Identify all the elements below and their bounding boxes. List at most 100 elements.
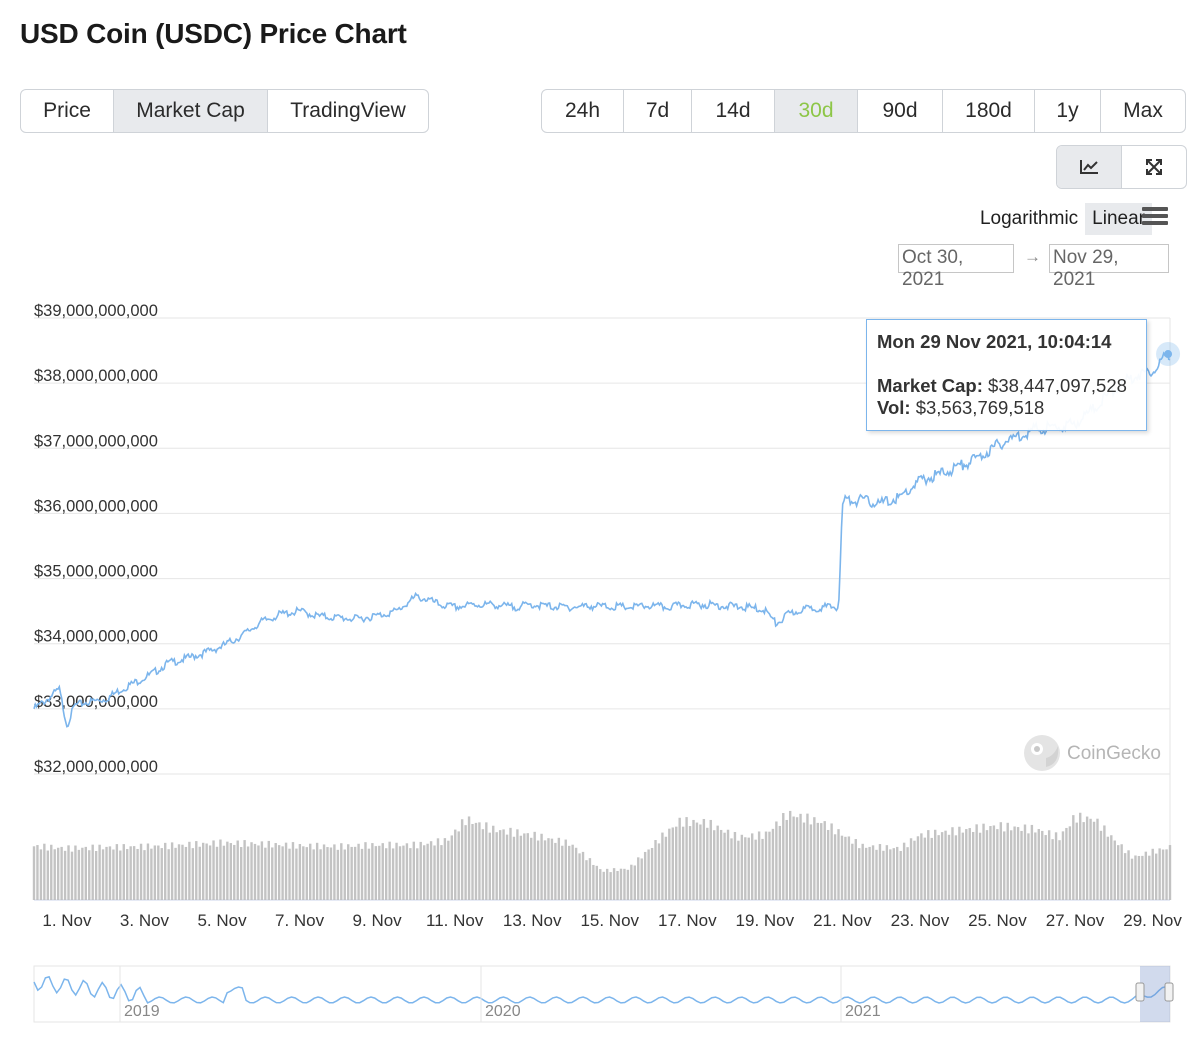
- volume-bar: [706, 827, 709, 900]
- watermark-text: CoinGecko: [1067, 743, 1161, 764]
- volume-bar: [481, 829, 485, 900]
- volume-bar: [1041, 830, 1044, 900]
- volume-bar: [930, 837, 933, 900]
- volume-bar: [564, 839, 567, 900]
- volume-bar: [478, 822, 481, 900]
- volume-bar: [1141, 855, 1144, 900]
- volume-bar: [947, 834, 951, 900]
- volume-bar: [136, 848, 139, 900]
- volume-bar: [115, 844, 119, 900]
- volume-bar: [1158, 848, 1161, 900]
- volume-bar: [70, 851, 74, 900]
- volume-bar: [1120, 844, 1123, 900]
- range-max[interactable]: Max: [1123, 99, 1163, 122]
- volume-bar: [934, 829, 937, 900]
- volume-bar: [512, 836, 516, 900]
- hamburger-menu-icon[interactable]: [1142, 207, 1168, 229]
- volume-bar: [236, 840, 239, 900]
- volume-bar: [288, 848, 291, 900]
- volume-bar: [985, 830, 989, 900]
- volume-bar: [692, 819, 695, 900]
- volume-bar: [1103, 825, 1106, 900]
- volume-bar: [982, 823, 985, 900]
- date-to-input[interactable]: Nov 29, 2021: [1049, 244, 1169, 290]
- range-180d[interactable]: 180d: [943, 90, 1035, 132]
- volume-bar: [916, 836, 920, 900]
- volume-bar: [201, 842, 205, 900]
- volume-bar: [1075, 822, 1078, 900]
- volume-bar: [112, 849, 115, 900]
- volume-bar: [940, 832, 944, 900]
- volume-bar: [205, 843, 208, 900]
- range-24h[interactable]: 24h: [542, 90, 624, 132]
- volume-bar: [257, 845, 260, 900]
- volume-bar: [215, 846, 219, 900]
- scale-linear[interactable]: Linear: [1085, 203, 1152, 235]
- volume-bar: [181, 844, 184, 900]
- volume-bar: [295, 848, 298, 900]
- navigator-handle-right: [1164, 982, 1174, 1002]
- volume-bar: [167, 849, 170, 900]
- volume-bar: [768, 831, 771, 900]
- volume-bar: [668, 828, 671, 900]
- volume-bar: [802, 822, 806, 900]
- volume-bar: [965, 829, 968, 900]
- volume-bar: [813, 817, 816, 900]
- volume-bar: [226, 841, 229, 900]
- volume-bar: [94, 851, 98, 900]
- volume-bar: [108, 846, 112, 900]
- y-axis-labels: $39,000,000,000 $38,000,000,000 $37,000,00…: [34, 302, 158, 776]
- volume-bar: [233, 844, 236, 900]
- volume-bar: [347, 844, 350, 900]
- volume-bar: [643, 851, 647, 900]
- tooltip-vol-value: $3,563,769,518: [915, 397, 1045, 418]
- volume-bar: [858, 848, 861, 900]
- range-1y[interactable]: 1y: [1035, 90, 1101, 132]
- tab-tradingview[interactable]: TradingView: [290, 99, 406, 122]
- line-chart-button[interactable]: [1057, 146, 1122, 188]
- market-cap-chart[interactable]: $39,000,000,000 $38,000,000,000 $37,000,00…: [0, 280, 1200, 1040]
- volume-bar: [284, 842, 288, 900]
- volume-bar: [820, 823, 823, 900]
- volume-bar: [761, 838, 764, 900]
- tooltip-market-cap-value: $38,447,097,528: [988, 375, 1127, 396]
- volume-bar: [671, 827, 674, 900]
- volume-bar: [191, 848, 195, 900]
- tooltip-vol-label: Vol:: [877, 397, 911, 418]
- volume-bar: [436, 838, 440, 900]
- tab-market-cap[interactable]: Market Cap: [114, 90, 268, 132]
- volume-bar: [678, 817, 681, 900]
- range-7d[interactable]: 7d: [624, 90, 692, 132]
- volume-bar: [222, 845, 226, 900]
- volume-bar: [889, 849, 892, 900]
- volume-bar: [592, 864, 595, 900]
- chart-tooltip: Mon 29 Nov 2021, 10:04:14 Market Cap: $3…: [866, 319, 1147, 431]
- volume-bar: [1030, 824, 1034, 900]
- tab-price[interactable]: Price: [21, 90, 114, 132]
- volume-bar: [844, 836, 847, 900]
- range-14d[interactable]: 14d: [692, 90, 775, 132]
- expand-button[interactable]: [1122, 146, 1186, 188]
- volume-bar: [184, 846, 188, 900]
- x-tick-label: 11. Nov: [426, 911, 484, 930]
- scale-logarithmic[interactable]: Logarithmic: [979, 208, 1079, 229]
- volume-bar: [122, 844, 125, 900]
- volume-bar: [174, 847, 177, 900]
- volume-bar: [709, 819, 712, 900]
- volume-bar: [588, 858, 592, 900]
- volume-bar: [578, 853, 581, 900]
- volume-bar: [1082, 822, 1085, 900]
- range-30d[interactable]: 30d: [775, 90, 858, 132]
- volume-bar: [1065, 827, 1068, 900]
- volume-bar: [1047, 830, 1051, 900]
- chart-mode-tabs: [1056, 145, 1187, 189]
- volume-bar: [944, 830, 947, 900]
- volume-bar: [864, 847, 868, 900]
- range-90d[interactable]: 90d: [858, 90, 943, 132]
- volume-bar: [737, 840, 740, 900]
- tooltip-market-cap-label: Market Cap:: [877, 375, 983, 396]
- date-from-input[interactable]: Oct 30, 2021: [898, 244, 1014, 290]
- navigator[interactable]: 2019 2020 2021: [33, 965, 1174, 1023]
- volume-bar: [713, 830, 716, 900]
- volume-bar: [647, 849, 650, 900]
